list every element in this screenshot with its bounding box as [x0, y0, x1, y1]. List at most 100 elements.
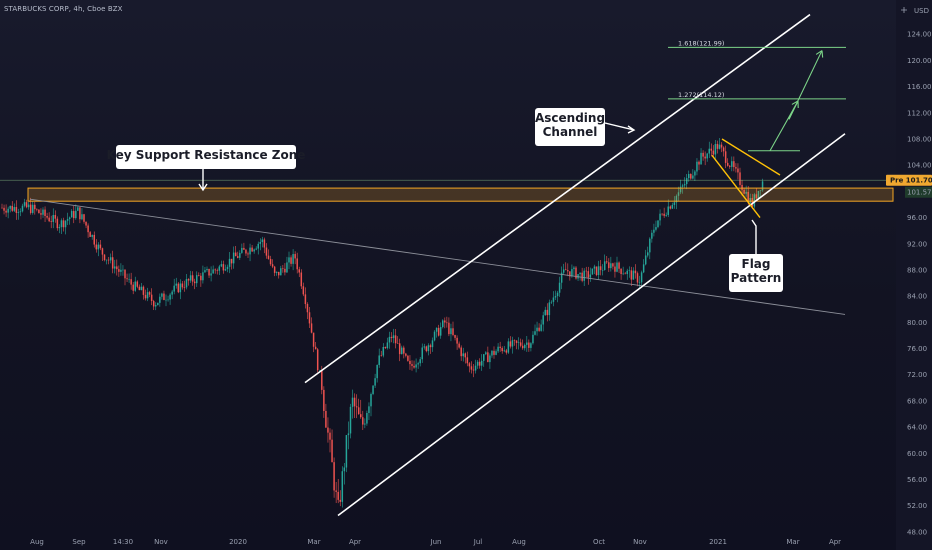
y-tick-label: 116.00	[907, 83, 932, 91]
candle-body	[56, 218, 59, 229]
candle-body	[62, 220, 65, 228]
candle-body	[677, 192, 680, 196]
candle-body	[239, 252, 241, 258]
candle-body	[530, 343, 532, 348]
y-tick-label: 124.00	[907, 31, 932, 39]
candle-body	[234, 252, 237, 257]
candle-body	[462, 353, 464, 357]
candle-body	[401, 347, 403, 355]
candle-body	[48, 217, 50, 222]
candle-body	[624, 273, 626, 275]
candle-body	[34, 204, 36, 210]
candle-body	[306, 304, 309, 313]
candle-body	[132, 284, 134, 291]
candle-body	[437, 327, 440, 336]
candle-body	[337, 491, 339, 500]
y-tick-label: 52.00	[907, 502, 927, 510]
candle-body	[15, 207, 18, 213]
candle-body	[355, 406, 358, 408]
candle-body	[140, 286, 143, 291]
candle-body	[571, 269, 573, 277]
candle-body	[737, 168, 739, 173]
x-tick-label: Aug	[512, 538, 526, 546]
candle-body	[275, 271, 278, 273]
candle-body	[191, 275, 194, 282]
candle-body	[70, 211, 73, 218]
channel-callout-text: Ascending	[535, 111, 605, 125]
x-tick-label: Aug	[30, 538, 44, 546]
candle-body	[501, 348, 503, 352]
candle-body	[425, 346, 428, 352]
candle-body	[372, 385, 374, 394]
candle-body	[442, 320, 444, 328]
candle-body	[528, 342, 530, 348]
candle-body	[267, 255, 270, 259]
candle-body	[253, 249, 255, 252]
candle-body	[384, 346, 387, 349]
candle-body	[448, 322, 450, 335]
candle-body	[150, 294, 153, 302]
candle-body	[603, 261, 606, 271]
candle-body	[9, 205, 11, 209]
candle-body	[64, 220, 67, 228]
candle-body	[273, 266, 276, 273]
currency-label: USD	[914, 7, 929, 15]
flag-upper-line	[721, 138, 781, 176]
candle-body	[630, 270, 633, 280]
candle-body	[532, 334, 534, 344]
candle-body	[575, 267, 577, 279]
candle-body	[230, 258, 233, 264]
candle-body	[368, 406, 370, 414]
candle-body	[560, 272, 563, 283]
candle-body	[478, 361, 481, 366]
candle-body	[335, 490, 337, 492]
candle-body	[347, 433, 350, 436]
candle-body	[601, 270, 604, 271]
candle-body	[116, 266, 118, 270]
x-tick-label: Apr	[349, 538, 361, 546]
candle-body	[196, 275, 198, 284]
candle-body	[692, 175, 694, 179]
candle-body	[66, 219, 69, 221]
candle-body	[718, 144, 721, 149]
candle-body	[759, 190, 762, 191]
candle-body	[81, 214, 83, 220]
candle-body	[21, 205, 24, 212]
candle-body	[751, 198, 754, 207]
candle-body	[193, 281, 196, 284]
candle-body	[107, 259, 110, 261]
y-tick-label: 56.00	[907, 476, 927, 484]
x-tick-label: Jul	[473, 538, 483, 546]
candle-body	[146, 292, 149, 299]
candle-body	[562, 269, 565, 273]
candle-body	[58, 227, 61, 229]
flag-callout-pointer	[751, 219, 757, 254]
candle-body	[620, 268, 622, 275]
candle-body	[331, 439, 333, 463]
candle-body	[583, 270, 585, 281]
candle-body	[472, 369, 475, 371]
support-zone-callout: Key Support Resistance Zone	[107, 145, 305, 192]
candle-body	[444, 320, 446, 323]
candle-body	[454, 334, 456, 338]
candle-body	[302, 286, 305, 295]
candle-body	[634, 270, 637, 274]
x-tick-label: 2020	[229, 538, 247, 546]
y-tick-label: 72.00	[907, 371, 927, 379]
candle-body	[79, 207, 81, 220]
candle-body	[241, 247, 243, 253]
candle-body	[720, 144, 723, 148]
candle-body	[257, 243, 259, 249]
candle-body	[312, 332, 315, 347]
support-zone-callout-box	[116, 145, 296, 169]
candle-body	[655, 227, 657, 230]
support-resistance-zone	[27, 187, 894, 202]
candle-body	[524, 344, 526, 349]
candle-body	[407, 355, 409, 361]
candle-body	[38, 209, 40, 214]
candle-body	[644, 255, 647, 265]
candle-body	[616, 262, 618, 272]
candle-body	[390, 336, 393, 339]
